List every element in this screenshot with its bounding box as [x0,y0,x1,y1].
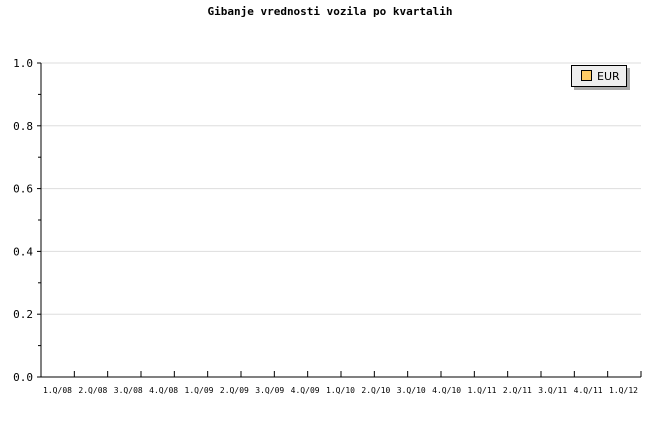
x-tick-label: 1.Q/11 [468,386,497,395]
x-tick-label: 4.Q/11 [574,386,603,395]
y-tick-label: 1.0 [13,57,33,70]
chart-title: Gibanje vrednosti vozila po kvartalih [207,5,452,18]
y-tick-label: 0.2 [13,308,33,321]
legend-label: EUR [597,70,620,83]
x-tick-label: 1.Q/10 [326,386,355,395]
x-tick-label: 3.Q/10 [397,386,426,395]
x-tick-label: 4.Q/08 [149,386,178,395]
x-tick-label: 3.Q/11 [538,386,567,395]
x-tick-label: 1.Q/12 [609,386,638,395]
x-tick-label: 1.Q/09 [185,386,214,395]
x-tick-label: 1.Q/08 [43,386,72,395]
y-tick-label: 0.6 [13,183,33,196]
y-tick-label: 0.0 [13,371,33,384]
x-tick-label: 2.Q/11 [503,386,532,395]
x-tick-label: 3.Q/09 [255,386,284,395]
y-tick-label: 0.8 [13,120,33,133]
x-tick-label: 3.Q/08 [114,386,143,395]
y-tick-label: 0.4 [13,245,33,258]
x-tick-label: 2.Q/10 [361,386,390,395]
x-tick-label: 4.Q/10 [432,386,461,395]
legend-swatch [581,70,592,81]
x-tick-label: 2.Q/08 [78,386,107,395]
x-tick-label: 4.Q/09 [291,386,320,395]
x-tick-label: 2.Q/09 [220,386,249,395]
